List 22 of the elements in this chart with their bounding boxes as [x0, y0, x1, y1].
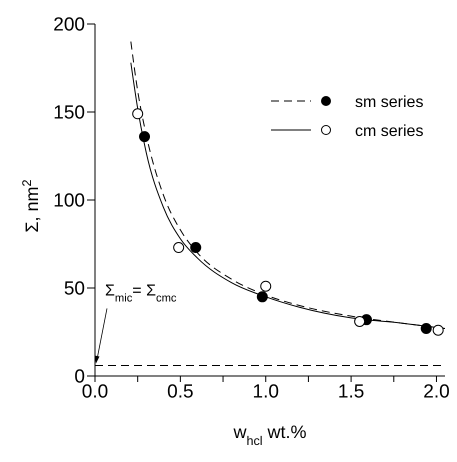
x-tick-label: 2.0	[423, 381, 450, 402]
point	[260, 280, 272, 292]
point	[256, 291, 268, 302]
x-tick-label: 1.0	[252, 381, 279, 402]
point	[420, 322, 432, 334]
point	[190, 242, 202, 254]
y-tick-label: 50	[64, 278, 85, 300]
legend-label: sm series	[355, 94, 424, 111]
point	[354, 316, 366, 327]
x-tick-label: 0.5	[167, 381, 194, 402]
legend-label: cm series	[355, 123, 424, 140]
x-tick-label: 0.0	[82, 381, 108, 402]
x-tick-label: 1.5	[338, 381, 364, 402]
y-tick-label: 200	[53, 14, 85, 36]
point	[139, 131, 150, 142]
y-tick-label: 150	[53, 102, 85, 124]
y-tick-label: 100	[53, 190, 85, 212]
point	[432, 324, 444, 336]
point	[173, 242, 184, 254]
annotation: Σ$_{mic}$= Σ$_{cmc}$	[105, 282, 177, 304]
x-axis-title: w$_{hcl}$ wt.%	[232, 422, 307, 448]
point	[132, 108, 144, 120]
